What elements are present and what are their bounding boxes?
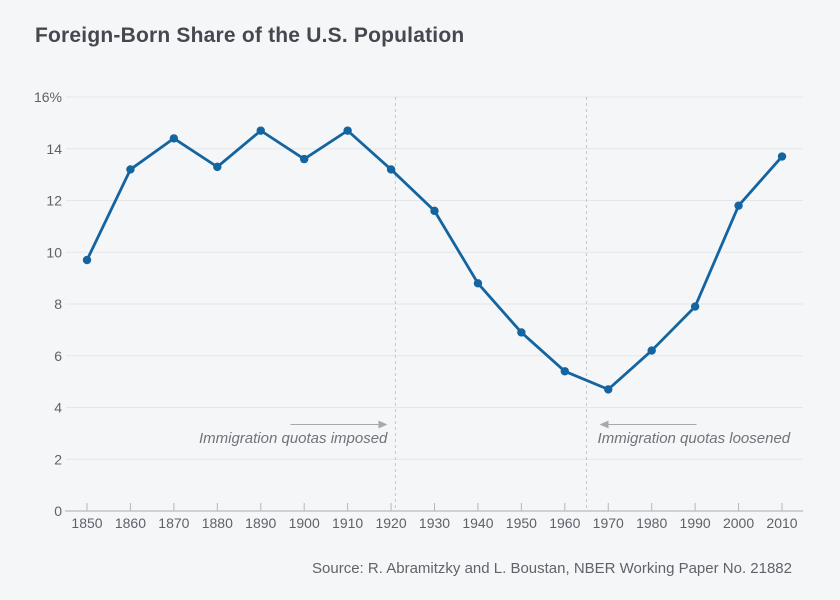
data-point — [430, 206, 439, 216]
data-point — [386, 165, 396, 174]
data-point — [126, 165, 135, 174]
annotation-arrowhead-left — [599, 420, 609, 429]
x-tick-label: 2000 — [723, 515, 754, 531]
data-point — [690, 302, 700, 311]
data-point — [647, 346, 656, 355]
x-tick-label: 1970 — [593, 515, 624, 531]
data-point — [169, 134, 179, 143]
y-tick-label: 4 — [54, 400, 62, 416]
y-tick-label: 14 — [46, 141, 62, 157]
data-point — [777, 152, 787, 161]
y-tick-label: 12 — [46, 193, 62, 209]
data-point — [256, 126, 265, 135]
x-tick-label: 1850 — [71, 515, 102, 531]
x-tick-label: 1860 — [115, 515, 146, 531]
data-point — [82, 255, 92, 265]
y-tick-label: 2 — [54, 451, 62, 467]
chart-title: Foreign-Born Share of the U.S. Populatio… — [35, 24, 465, 47]
y-tick-label: 10 — [46, 244, 62, 260]
y-tick-label: 16% — [34, 89, 62, 105]
x-tick-label: 1930 — [419, 515, 450, 531]
data-point — [473, 279, 483, 288]
x-tick-label: 1990 — [680, 515, 711, 531]
annotation-label: Immigration quotas loosened — [598, 430, 791, 447]
source-note: Source: R. Abramitzky and L. Boustan, NB… — [312, 560, 792, 577]
annotation-label: Immigration quotas imposed — [199, 430, 388, 447]
x-tick-label: 1920 — [375, 515, 406, 531]
x-tick-label: 2010 — [766, 515, 797, 531]
x-tick-label: 1910 — [332, 515, 363, 531]
data-point — [604, 385, 613, 394]
x-tick-label: 1880 — [202, 515, 233, 531]
data-point — [343, 126, 352, 135]
x-tick-label: 1980 — [636, 515, 667, 531]
x-tick-label: 1950 — [506, 515, 537, 531]
x-tick-label: 1960 — [549, 515, 580, 531]
data-point — [299, 154, 309, 164]
annotation-arrowhead-right — [378, 420, 388, 429]
data-point — [213, 162, 222, 172]
data-point — [560, 367, 570, 376]
x-tick-label: 1870 — [158, 515, 189, 531]
y-tick-label: 6 — [54, 348, 62, 364]
y-tick-label: 8 — [54, 296, 62, 312]
series-line — [85, 129, 784, 391]
data-point — [517, 328, 526, 337]
x-tick-label: 1890 — [245, 515, 276, 531]
x-tick-label: 1940 — [462, 515, 493, 531]
data-point — [734, 201, 743, 210]
y-tick-label: 0 — [54, 503, 62, 519]
x-tick-label: 1900 — [289, 515, 320, 531]
